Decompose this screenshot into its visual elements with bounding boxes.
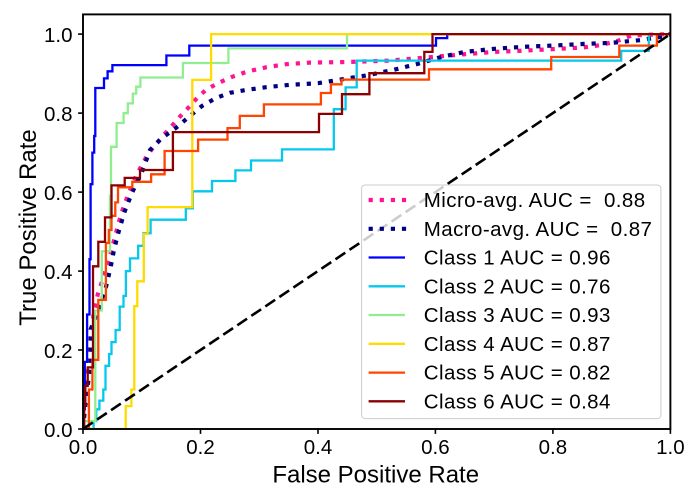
svg-text:0.6: 0.6 bbox=[44, 182, 73, 205]
svg-text:0.8: 0.8 bbox=[539, 436, 568, 459]
svg-text:0.0: 0.0 bbox=[44, 419, 73, 442]
svg-text:Class 4 AUC = 0.87: Class 4 AUC = 0.87 bbox=[424, 333, 611, 356]
svg-text:Class 3 AUC = 0.93: Class 3 AUC = 0.93 bbox=[424, 304, 611, 327]
svg-text:Class 6 AUC = 0.84: Class 6 AUC = 0.84 bbox=[424, 390, 611, 413]
svg-text:0.8: 0.8 bbox=[44, 103, 73, 126]
svg-text:True Positive Rate: True Positive Rate bbox=[15, 129, 42, 326]
svg-text:Class 5 AUC = 0.82: Class 5 AUC = 0.82 bbox=[424, 362, 611, 385]
svg-text:1.0: 1.0 bbox=[44, 24, 73, 47]
svg-text:1.0: 1.0 bbox=[656, 436, 685, 459]
svg-text:Macro-avg. AUC = 0.87: Macro-avg. AUC = 0.87 bbox=[424, 218, 653, 241]
svg-text:False Positive Rate: False Positive Rate bbox=[272, 462, 479, 489]
svg-text:Class 2 AUC = 0.76: Class 2 AUC = 0.76 bbox=[424, 275, 611, 298]
svg-text:Micro-avg. AUC = 0.88: Micro-avg. AUC = 0.88 bbox=[424, 189, 646, 212]
svg-text:0.4: 0.4 bbox=[304, 436, 333, 459]
svg-text:0.4: 0.4 bbox=[44, 261, 73, 284]
svg-text:0.2: 0.2 bbox=[44, 340, 73, 363]
svg-text:Class 1 AUC = 0.96: Class 1 AUC = 0.96 bbox=[424, 247, 611, 270]
svg-text:0.2: 0.2 bbox=[186, 436, 215, 459]
svg-text:0.0: 0.0 bbox=[69, 436, 98, 459]
svg-text:0.6: 0.6 bbox=[421, 436, 450, 459]
